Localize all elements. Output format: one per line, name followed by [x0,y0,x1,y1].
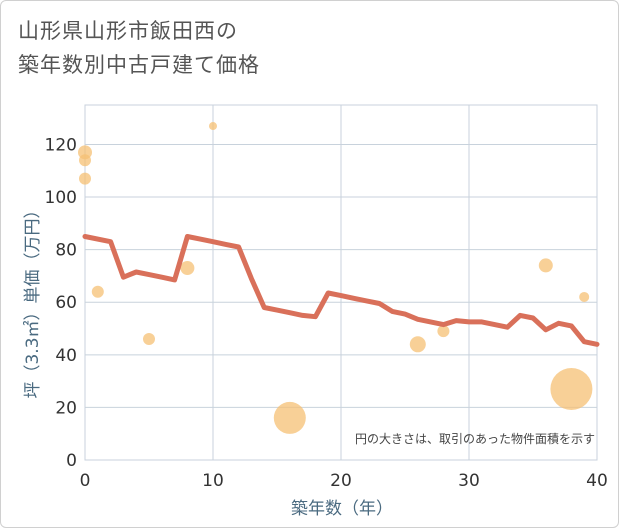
x-tick-label: 40 [586,471,608,491]
data-bubble [550,368,593,410]
y-tick-label: 20 [55,398,77,418]
bubble-series [78,122,593,434]
x-tick-label: 0 [80,471,91,491]
y-tick-label: 80 [55,241,77,261]
chart-title-line1: 山形県山形市飯田西の [18,19,238,43]
average-price-line [82,234,600,347]
y-tick-label: 120 [45,135,77,155]
data-bubble [273,401,306,434]
data-bubble [143,333,155,346]
x-tick-label: 20 [330,471,352,491]
chart-title-line2: 築年数別中古戸建て価格 [18,53,260,77]
data-bubble [579,291,590,302]
data-bubble [180,261,195,276]
x-tick-label: 10 [202,471,224,491]
chart-title: 山形県山形市飯田西の 築年数別中古戸建て価格 [18,14,260,82]
y-tick-label: 0 [66,451,77,471]
data-bubble [79,172,91,185]
y-tick-label: 100 [45,188,77,208]
data-bubble [437,325,450,338]
axis-ticks: 0 20 40 60 80 100 120 0 10 20 30 40 [45,135,608,491]
x-tick-label: 30 [458,471,480,491]
data-bubble [209,122,217,131]
data-bubble [409,336,426,353]
line-series [82,234,600,347]
data-bubble [79,154,91,167]
data-bubble [538,258,553,273]
size-note: 円の大きさは、取引のあった物件面積を示す [355,431,595,446]
y-tick-label: 40 [55,346,77,366]
x-axis-label: 築年数（年） [291,499,393,519]
y-axis-label: 坪（3.3㎡）単価（万円） [23,201,43,398]
grid [84,104,598,461]
data-bubble [91,285,104,298]
y-tick-label: 60 [55,293,77,313]
